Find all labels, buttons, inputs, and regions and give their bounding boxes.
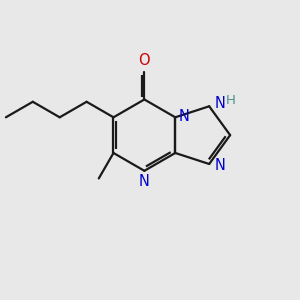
- Text: N: N: [138, 174, 149, 189]
- Text: O: O: [139, 53, 150, 68]
- Text: N: N: [214, 96, 225, 111]
- Text: H: H: [226, 94, 236, 107]
- Text: N: N: [214, 158, 225, 173]
- Text: N: N: [179, 109, 190, 124]
